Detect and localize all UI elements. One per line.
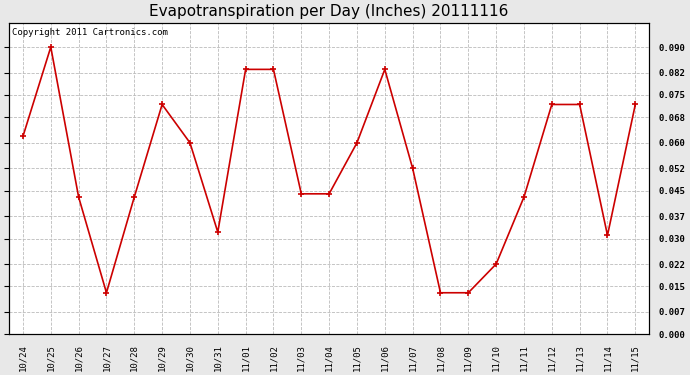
Text: Copyright 2011 Cartronics.com: Copyright 2011 Cartronics.com [12,28,168,37]
Title: Evapotranspiration per Day (Inches) 20111116: Evapotranspiration per Day (Inches) 2011… [150,4,509,19]
